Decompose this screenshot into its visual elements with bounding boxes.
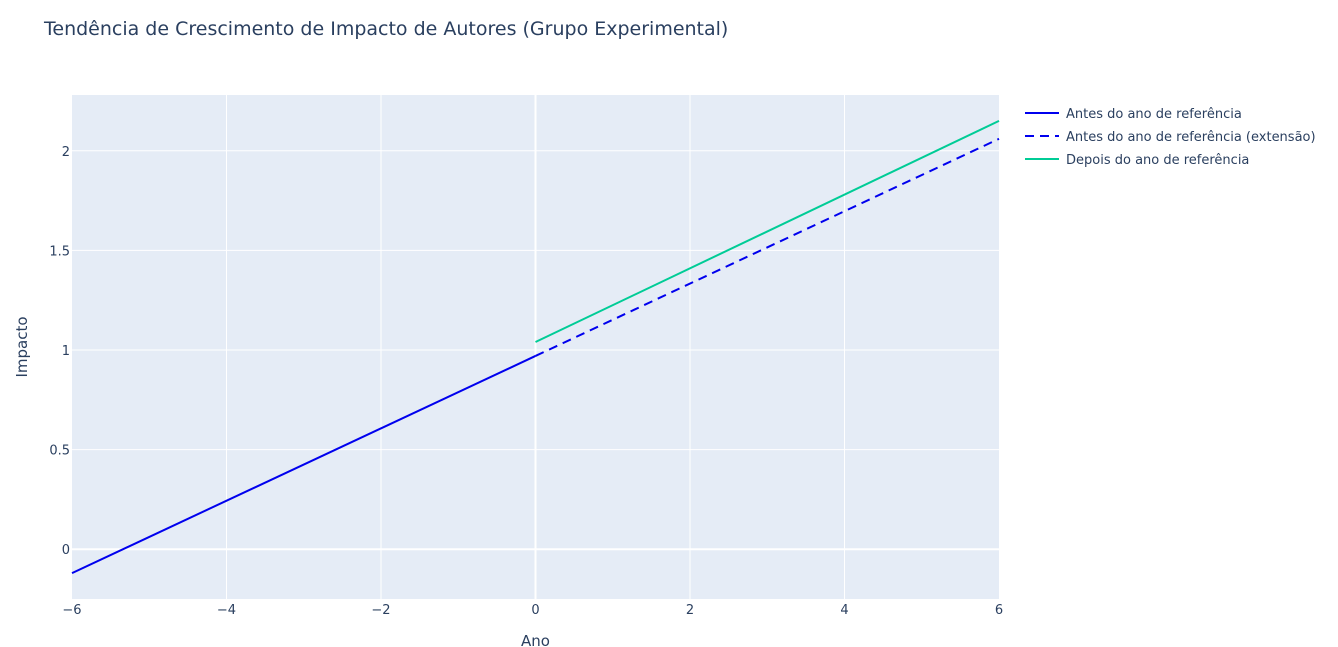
series-line-3 — [535, 119, 1000, 343]
y-tick-label: 1.5 — [49, 244, 70, 259]
x-tick-label: −2 — [371, 603, 390, 618]
x-tick-label: −6 — [62, 603, 81, 618]
x-tick-label: −4 — [217, 603, 236, 618]
series-lines — [71, 119, 1000, 575]
tick-labels: −6 −4 −2 0 2 4 6 0 0.5 1 1.5 2 — [49, 145, 1003, 618]
y-tick-label: 0.5 — [49, 444, 70, 459]
y-axis-title: Impacto — [13, 316, 31, 377]
x-axis-title: Ano — [521, 632, 550, 647]
legend-item-3[interactable]: Depois do ano de referência — [1025, 153, 1249, 168]
y-tick-label: 1 — [62, 344, 70, 359]
legend-item-1[interactable]: Antes do ano de referência — [1025, 107, 1242, 122]
chart-title: Tendência de Crescimento de Impacto de A… — [43, 18, 728, 40]
x-tick-label: 4 — [840, 603, 848, 618]
y-tick-label: 0 — [62, 543, 70, 558]
x-tick-label: 0 — [531, 603, 539, 618]
series-line-2 — [535, 137, 1000, 357]
x-tick-label: 2 — [686, 603, 694, 618]
grid-lines — [72, 95, 999, 599]
legend-item-2[interactable]: Antes do ano de referência (extensão) — [1025, 130, 1316, 145]
y-tick-label: 2 — [62, 145, 70, 160]
x-tick-label: 6 — [995, 603, 1003, 618]
legend[interactable]: Antes do ano de referência Antes do ano d… — [1025, 107, 1316, 168]
legend-label: Antes do ano de referência (extensão) — [1066, 130, 1316, 145]
series-line-1 — [71, 355, 536, 575]
legend-label: Antes do ano de referência — [1066, 107, 1242, 122]
legend-label: Depois do ano de referência — [1066, 153, 1249, 168]
